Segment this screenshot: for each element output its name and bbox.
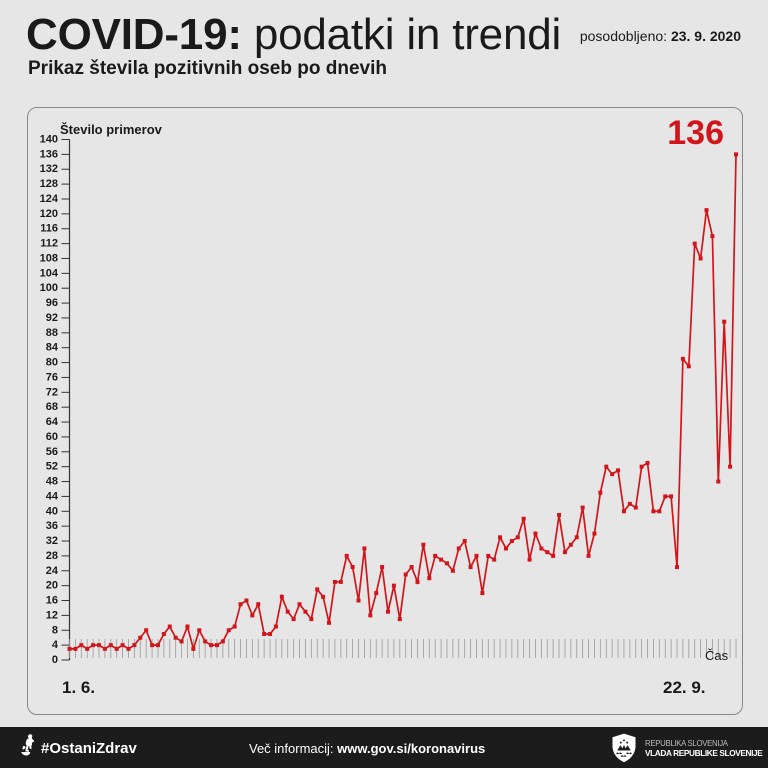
- svg-text:80: 80: [46, 357, 58, 369]
- svg-text:116: 116: [40, 223, 58, 235]
- svg-text:24: 24: [46, 565, 59, 577]
- svg-text:52: 52: [46, 461, 58, 473]
- svg-text:96: 96: [46, 297, 58, 309]
- svg-text:132: 132: [40, 163, 58, 175]
- svg-text:40: 40: [46, 505, 58, 517]
- svg-text:100: 100: [40, 282, 58, 294]
- svg-text:16: 16: [46, 595, 58, 607]
- svg-text:140: 140: [40, 134, 58, 146]
- svg-text:8: 8: [52, 624, 58, 636]
- svg-text:48: 48: [46, 476, 58, 488]
- svg-text:124: 124: [40, 193, 59, 205]
- svg-text:104: 104: [40, 267, 59, 279]
- svg-text:12: 12: [46, 609, 58, 621]
- svg-text:92: 92: [46, 312, 58, 324]
- svg-text:68: 68: [46, 401, 58, 413]
- svg-text:64: 64: [46, 416, 59, 428]
- svg-text:84: 84: [46, 342, 59, 354]
- svg-text:0: 0: [52, 654, 58, 666]
- svg-text:120: 120: [40, 208, 58, 220]
- svg-text:44: 44: [46, 490, 59, 502]
- svg-text:60: 60: [46, 431, 58, 443]
- svg-text:108: 108: [40, 252, 58, 264]
- svg-text:112: 112: [40, 238, 58, 250]
- svg-text:20: 20: [46, 580, 58, 592]
- svg-text:36: 36: [46, 520, 58, 532]
- svg-text:28: 28: [46, 550, 58, 562]
- svg-text:76: 76: [46, 371, 58, 383]
- svg-text:136: 136: [40, 148, 58, 160]
- svg-text:72: 72: [46, 386, 58, 398]
- svg-text:4: 4: [52, 639, 59, 651]
- svg-text:32: 32: [46, 535, 58, 547]
- svg-text:128: 128: [40, 178, 58, 190]
- svg-text:88: 88: [46, 327, 58, 339]
- svg-text:56: 56: [46, 446, 58, 458]
